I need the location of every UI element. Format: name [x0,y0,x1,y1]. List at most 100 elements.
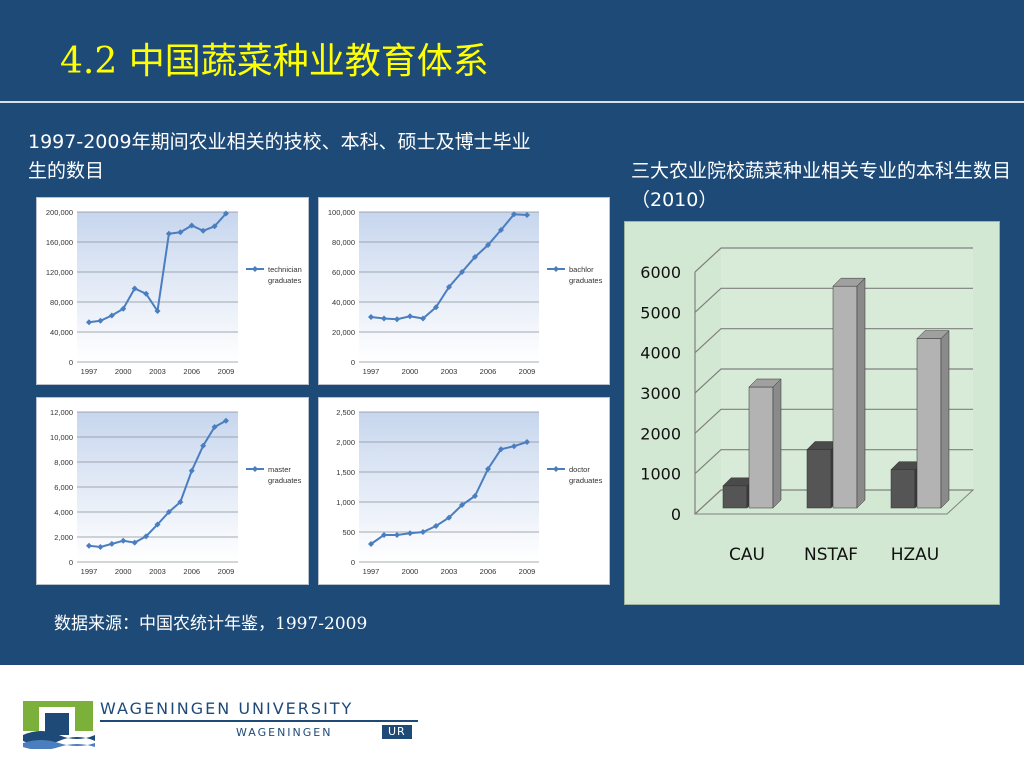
data-point [381,315,387,322]
gridline [694,489,973,515]
data-point [154,521,161,528]
bar [748,386,774,509]
data-point [420,529,426,535]
data-point [108,312,115,319]
data-point [120,537,127,544]
data-point [200,227,207,234]
x-tick-label: 2000 [402,567,419,576]
master-chart-panel: 0 2,000 4,000 6,000 8,000 10,000 12,000 1997 200… [36,397,309,585]
data-point [472,493,478,499]
bar [806,449,832,509]
data-point [472,254,478,260]
data-point [407,530,413,537]
y-tick-label: 1,000 [336,498,355,507]
y-tick-label: 2,500 [336,408,355,417]
x-tick-label: 2000 [115,367,132,376]
title-divider [0,101,1024,103]
y-tick-label: 2,000 [336,438,355,447]
y-tick-label: 20,000 [332,328,355,337]
y-tick-label: 6,000 [54,483,73,492]
plot-area [359,412,539,562]
data-point [394,532,400,538]
y-tick-label: 0 [671,505,681,524]
y-tick-label: 4000 [640,344,681,363]
legend-label: graduates [268,476,302,485]
data-point [498,446,504,453]
y-tick-label: 8,000 [54,458,73,467]
data-point [211,424,218,430]
y-tick-label: 40,000 [50,328,73,337]
bar-top [748,378,782,388]
bar [890,469,916,509]
y-tick-label: 500 [342,528,355,537]
data-point [511,443,517,450]
data-point [223,210,229,217]
data-point [459,502,465,508]
y-tick-label: 6000 [640,263,681,282]
y-tick-label: 4,000 [54,508,73,517]
bachelor-line-chart: 0 20,000 40,000 60,000 80,000 100,000 1997 2000… [328,208,603,376]
y-tick-label: 3000 [640,384,681,403]
y-tick-label: 100,000 [328,208,355,217]
data-point [165,509,172,515]
gridline [694,368,973,394]
legend-label: graduates [268,276,302,285]
data-point [211,223,218,230]
bar-top [832,277,866,287]
bar [832,285,858,509]
technician-line-chart: 0 40,000 80,000 120,000 160,000 200,000 1997 20… [46,208,302,376]
x-tick-label: 2003 [441,567,458,576]
gridline [694,287,973,313]
bar [722,485,748,509]
x-tick-label: 2000 [402,367,419,376]
y-tick-label: 0 [69,558,73,567]
data-point [86,319,92,326]
data-point [188,222,195,229]
x-tick-label: 2003 [149,567,166,576]
y-tick-label: 10,000 [50,433,73,442]
x-category-label: CAU [729,545,765,565]
legend-label: graduates [569,476,603,485]
x-tick-label: 2006 [480,367,497,376]
slide-background: 4.2 中国蔬菜种业教育体系 1997-2009年期间农业相关的技校、本科、硕士… [0,0,1024,665]
y-tick-label: 2,000 [54,533,73,542]
data-point [498,227,504,233]
data-point [223,417,229,424]
data-point [368,314,374,320]
data-point [511,211,517,218]
bar-side [940,329,950,509]
data-point [200,442,207,449]
data-point [97,544,104,550]
data-point [131,285,138,292]
y-tick-label: 1,500 [336,468,355,477]
y-tick-label: 5000 [640,303,681,322]
y-tick-label: 0 [351,558,355,567]
x-tick-label: 1997 [81,367,98,376]
data-point [524,212,530,218]
data-point [177,229,184,236]
brand-divider [100,720,418,722]
data-point [177,499,184,505]
y-tick-label: 80,000 [332,238,355,247]
footer: WAGENINGEN UNIVERSITY WAGENINGEN UR [0,665,1024,768]
x-tick-label: 2006 [480,567,497,576]
brand-university: WAGENINGEN UNIVERSITY [100,699,354,718]
data-point [188,467,195,474]
data-point [97,317,104,324]
doctor-chart-panel: 0 500 1,000 1,500 2,000 2,500 1997 2000 2003 2006… [318,397,610,585]
legend-marker [553,466,559,472]
legend-marker [252,466,258,472]
data-point [407,313,413,320]
wageningen-logo-icon [23,701,95,749]
data-point [420,315,426,322]
y-tick-label: 40,000 [332,298,355,307]
data-point [143,290,150,297]
data-point [368,541,374,547]
legend-marker [553,266,559,272]
data-point [154,308,161,314]
bar-side [772,378,782,509]
data-point [86,542,92,549]
y-tick-label: 80,000 [50,298,73,307]
data-point [108,540,115,547]
data-point [524,439,530,445]
